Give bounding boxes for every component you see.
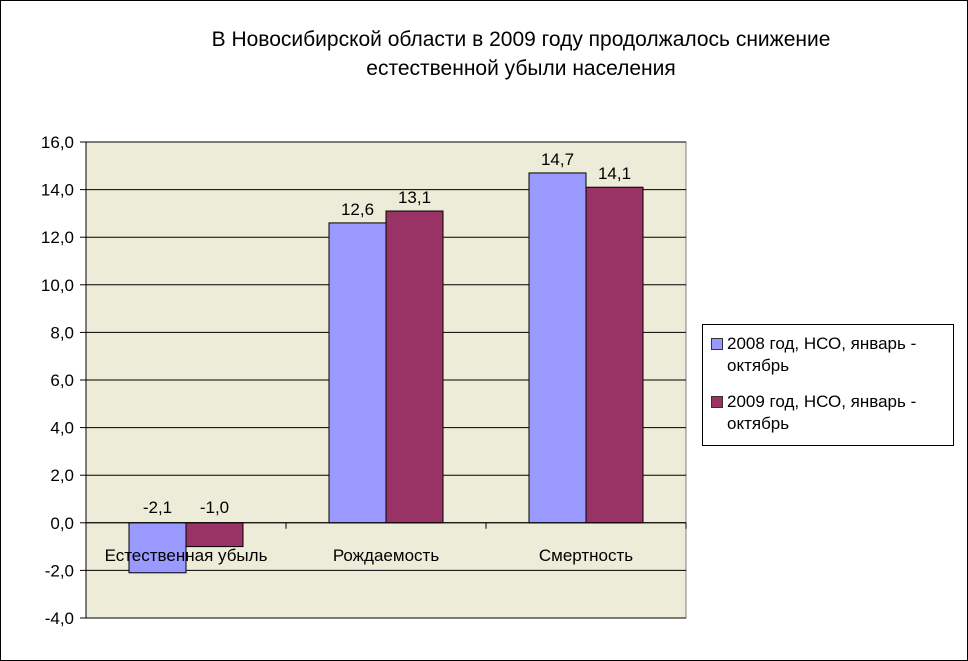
data-label-series-2009: -1,0 (200, 498, 229, 517)
y-tick-label: 12,0 (41, 228, 74, 247)
data-label-series-2008: -2,1 (143, 498, 172, 517)
bar-series-2008 (528, 172, 587, 524)
x-category-label: Рождаемость (333, 546, 439, 565)
y-tick-label: -2,0 (45, 561, 74, 580)
legend-label-2008: 2008 год, НСО, январь - октябрь (727, 334, 917, 375)
y-tick-label: 6,0 (50, 371, 74, 390)
legend-entry-2009: 2009 год, НСО, январь - октябрь (711, 391, 952, 435)
y-tick-label: 10,0 (41, 276, 74, 295)
legend: 2008 год, НСО, январь - октябрь 2009 год… (702, 324, 954, 446)
x-category-label: Смертность (539, 546, 633, 565)
y-tick-label: 0,0 (50, 514, 74, 533)
y-tick-label: 14,0 (41, 181, 74, 200)
data-label-series-2008: 12,6 (341, 200, 374, 219)
y-tick-label: 8,0 (50, 323, 74, 342)
bar-series-2009 (185, 522, 244, 548)
bar-series-2008 (128, 522, 187, 574)
x-category-label: Естественная убыль (105, 546, 268, 565)
data-label-series-2008: 14,7 (541, 150, 574, 169)
y-tick-label: 4,0 (50, 419, 74, 438)
bar-series-2009 (585, 186, 644, 524)
bar-series-2009 (385, 210, 444, 524)
data-label-series-2009: 13,1 (398, 188, 431, 207)
legend-label-2009: 2009 год, НСО, январь - октябрь (727, 392, 917, 433)
legend-entry-2008: 2008 год, НСО, январь - октябрь (711, 333, 952, 377)
legend-swatch-2008 (711, 338, 723, 350)
y-tick-label: 16,0 (41, 133, 74, 152)
data-label-series-2009: 14,1 (598, 164, 631, 183)
y-tick-label: 2,0 (50, 466, 74, 485)
bar-series-2008 (328, 222, 387, 524)
y-tick-label: -4,0 (45, 609, 74, 628)
legend-swatch-2009 (711, 396, 723, 408)
chart-title: В Новосибирской области в 2009 году прод… (211, 28, 831, 80)
